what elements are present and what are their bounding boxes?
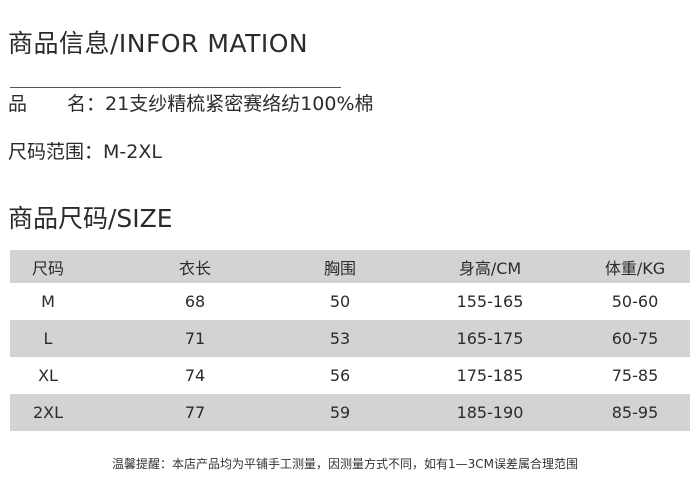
table-row: L 71 53 165-175 60-75	[10, 320, 690, 357]
size-range-label: 尺码范围：	[8, 141, 104, 163]
header-cell: 衣长	[178, 258, 211, 278]
table-cell: 60-75	[611, 329, 659, 348]
header-cell: 体重/KG	[604, 258, 666, 278]
table-cell: 56	[329, 366, 351, 385]
header-cell: 尺码	[31, 258, 64, 278]
table-cell: M	[41, 292, 55, 311]
table-cell: 85-95	[611, 403, 659, 422]
table-header-row: 尺码 衣长 胸围 身高/CM 体重/KG	[10, 250, 690, 283]
table-cell: 175-185	[456, 366, 524, 385]
table-cell: 2XL	[32, 403, 64, 422]
product-name-label-b: 名：	[67, 93, 106, 115]
header-cell: 胸围	[323, 258, 356, 278]
header-cell: 身高/CM	[458, 258, 522, 278]
size-title: 商品尺码/SIZE	[8, 204, 173, 233]
table-cell: 53	[329, 329, 351, 348]
size-range-value: M-2XL	[103, 141, 162, 163]
table-cell: 68	[184, 292, 206, 311]
product-name-line: 品 名：21支纱精梳紧密赛络纺100%棉	[8, 89, 374, 116]
product-name-value: 21支纱精梳紧密赛络纺100%棉	[105, 93, 374, 115]
table-cell: 71	[184, 329, 206, 348]
size-range-line: 尺码范围：M-2XL	[8, 137, 162, 164]
table-cell: 75-85	[611, 366, 659, 385]
table-cell: 77	[184, 403, 206, 422]
table-row: 2XL 77 59 185-190 85-95	[10, 394, 690, 431]
table-cell: 74	[184, 366, 206, 385]
table-cell: 155-165	[456, 292, 524, 311]
table-cell: L	[43, 329, 53, 348]
table-row: XL 74 56 175-185 75-85	[10, 357, 690, 394]
table-cell: 50	[329, 292, 351, 311]
product-name-label-a: 品	[8, 93, 28, 115]
table-cell: 185-190	[456, 403, 524, 422]
table-cell: 59	[329, 403, 351, 422]
table-row: M 68 50 155-165 50-60	[10, 283, 690, 320]
table-cell: XL	[38, 366, 58, 385]
table-cell: 165-175	[456, 329, 524, 348]
measurement-note: 温馨提醒：本店产品均为平铺手工测量，因测量方式不同，如有1—3CM误差属合理范围	[111, 457, 578, 471]
title-underline	[10, 87, 341, 88]
size-table: 尺码 衣长 胸围 身高/CM 体重/KG M 68 50 155-165 50-60 L 7…	[10, 250, 690, 431]
table-cell: 50-60	[611, 292, 659, 311]
info-title: 商品信息/INFOR MATION	[8, 29, 309, 58]
